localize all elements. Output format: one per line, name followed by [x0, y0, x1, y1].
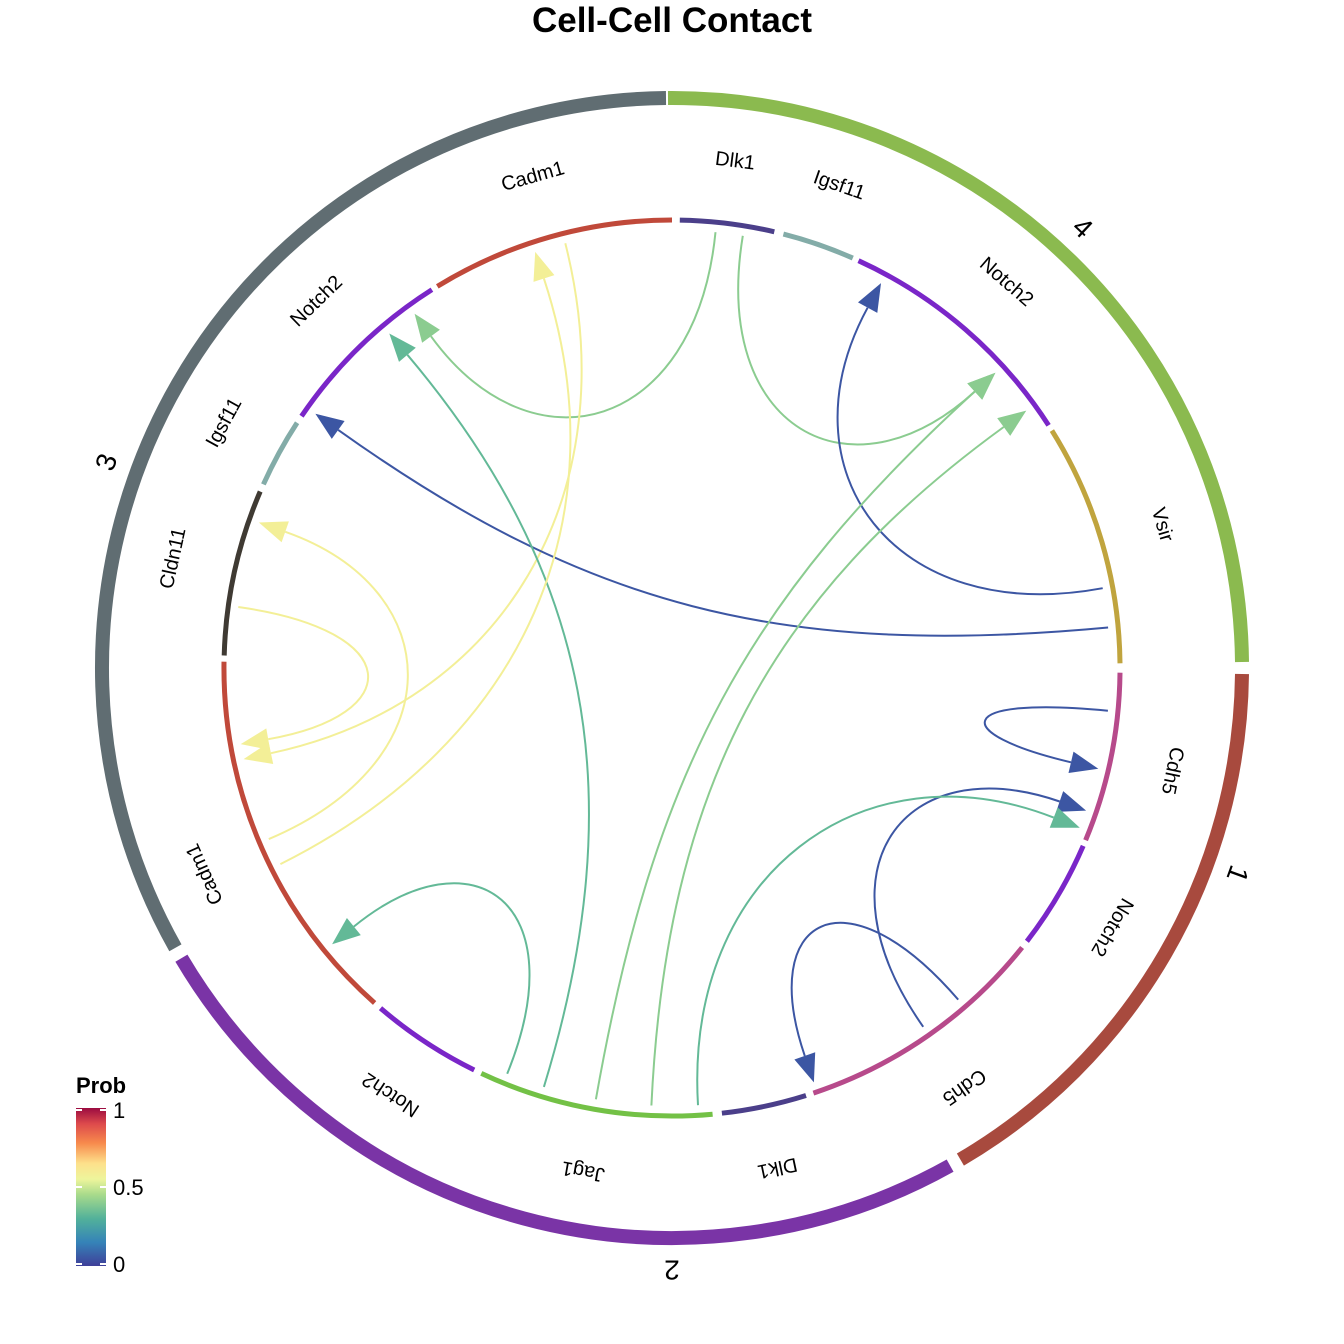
cluster-label-3: 3 — [89, 449, 123, 474]
gene-label-cdh5-2: Cdh5 — [938, 1064, 990, 1109]
gene-label-cldn11-3: Cldn11 — [156, 526, 191, 591]
link-dlk1-4--to-notch2-4- — [737, 235, 976, 446]
gene-arc-notch2-4 — [857, 258, 1051, 427]
link-cdh5-2--to-cdh5-1- — [873, 787, 1061, 1028]
link-jag1-2--to-notch2-4- — [594, 390, 976, 1100]
gene-arc-cadm1-4 — [435, 217, 673, 289]
gene-label-notch2-1: Notch2 — [1086, 894, 1137, 960]
gene-label-notch2-3: Notch2 — [358, 1068, 423, 1121]
link-jag1-2--to-notch2-3- — [406, 354, 590, 1088]
gene-arc-vsir-4 — [1049, 429, 1123, 664]
link-dlk1-4--to-notch2-3- — [430, 232, 717, 419]
gene-label-vsir-4: Vsir — [1147, 505, 1178, 545]
link-jag1-2--to-notch2-3--arrowhead — [332, 918, 361, 945]
gene-label-igsf11-4: Igsf11 — [810, 166, 867, 204]
gene-arc-cdh5-1 — [1083, 672, 1123, 842]
gene-arc-dlk1-4 — [679, 217, 775, 235]
link-vsir-4--to-igsf11-4--arrowhead — [858, 283, 881, 313]
link-cadm1-3--to-cadm1-4- — [238, 606, 369, 741]
link-jag1-2--to-notch2-3--arrowhead — [389, 333, 416, 362]
gene-label-cadm1-3: Cadm1 — [182, 840, 228, 908]
gene-label-dlk1-4: Dlk1 — [714, 148, 756, 175]
gene-arc-jag1-2 — [480, 1071, 713, 1119]
legend-tick-label: 0.5 — [113, 1175, 144, 1200]
cluster-label-4: 4 — [1066, 211, 1099, 244]
cluster-label-1: 1 — [1221, 861, 1255, 886]
cluster-arc-2 — [175, 954, 954, 1246]
gene-labels: Dlk1 Igsf11 Notch2 Vsir Cdh5 Notch2 Cdh5 Dlk1 Ja… — [156, 148, 1188, 1186]
link-cdh5-2--to-cdh5-1--arrowhead — [1056, 791, 1087, 812]
gene-label-jag1-2: Jag1 — [560, 1156, 607, 1185]
gene-arc-cadm1-3 — [221, 661, 377, 1005]
cluster-arc-4 — [667, 90, 1249, 663]
link-cdh5-1--to-cdh5-2- — [983, 706, 1108, 764]
link-vsir-4--to-igsf11-3--arrowhead — [315, 413, 345, 439]
link-cadm1-3--to-cadm1-3--arrowhead — [258, 521, 289, 543]
legend-title: Prob — [76, 1073, 126, 1098]
legend-tick-label: 0 — [113, 1252, 125, 1277]
gene-label-cdh5-1: Cdh5 — [1157, 745, 1188, 796]
link-cadm1-3--to-cadm1-3- — [268, 530, 409, 841]
gene-label-notch2-3: Notch2 — [286, 271, 347, 331]
link-jag1-2--to-notch2-4--arrowhead — [967, 372, 996, 400]
link-cadm1-3--to-cadm1-4- — [279, 278, 572, 865]
gene-arcs — [221, 217, 1123, 1119]
legend-tick-label: 1 — [113, 1098, 125, 1123]
link-dlk1-2--to-notch2-4--arrowhead — [997, 410, 1027, 436]
link-dlk1-4--to-notch2-3--arrowhead — [414, 313, 440, 343]
gene-arc-cdh5-2 — [812, 945, 1025, 1096]
link-vsir-4--to-igsf11-3- — [337, 429, 1109, 637]
gene-label-igsf11-3: Igsf11 — [202, 394, 247, 451]
cluster-arcs — [94, 90, 1249, 1246]
gene-arc-cldn11-3 — [221, 490, 263, 656]
cluster-label-2: 2 — [664, 1255, 680, 1286]
cluster-arc-1 — [956, 673, 1249, 1166]
chart-title: Cell-Cell Contact — [532, 1, 812, 40]
gene-arc-notch2-3 — [378, 1006, 476, 1073]
link-jag1-2--to-notch2-3- — [353, 882, 531, 1075]
links — [238, 232, 1109, 1106]
gene-label-cadm1-4: Cadm1 — [499, 157, 567, 196]
cluster-arc-3 — [94, 91, 667, 952]
gene-label-dlk1-2: Dlk1 — [756, 1153, 800, 1183]
gene-arc-notch2-3 — [299, 287, 434, 418]
link-cadm1-3--to-cadm1-4--arrowhead — [533, 251, 555, 282]
link-dlk1-2--to-notch2-4- — [650, 426, 1005, 1106]
link-cadm1-4--to-cadm1-3- — [270, 242, 583, 755]
gene-arc-dlk1-2 — [721, 1093, 807, 1116]
gene-label-notch2-4: Notch2 — [975, 253, 1037, 311]
gene-arc-igsf11-3 — [261, 421, 300, 486]
link-cdh5-2--to-cdh5-2- — [790, 922, 959, 1057]
link-dlk1-2--to-notch2-1- — [696, 795, 1055, 1106]
gene-arc-notch2-1 — [1024, 844, 1086, 943]
prob-legend: Prob 0 0.5 1 — [76, 1073, 144, 1277]
gene-arc-igsf11-4 — [782, 231, 854, 261]
link-vsir-4--to-igsf11-4- — [836, 307, 1103, 596]
link-cdh5-1--to-cdh5-2--arrowhead — [1068, 751, 1099, 773]
link-dlk1-2--to-notch2-1--arrowhead — [1049, 807, 1080, 828]
link-cdh5-2--to-cdh5-2--arrowhead — [794, 1052, 816, 1083]
link-cadm1-3--to-cadm1-4--arrowhead — [240, 728, 271, 750]
